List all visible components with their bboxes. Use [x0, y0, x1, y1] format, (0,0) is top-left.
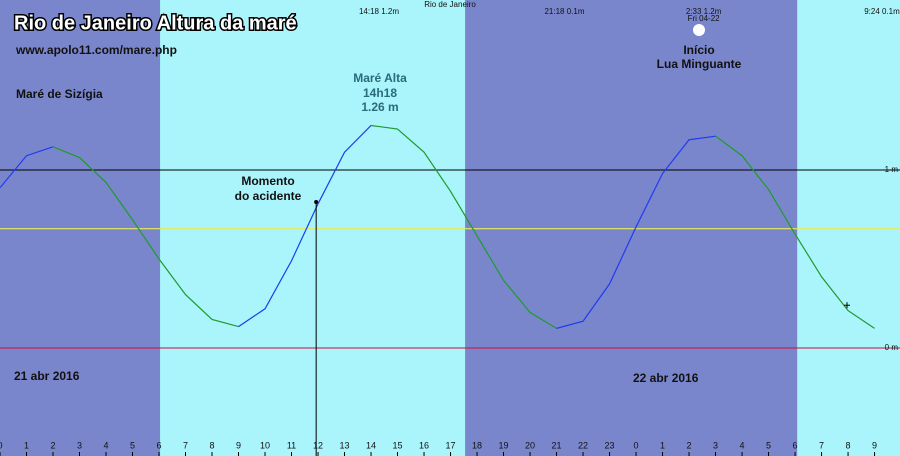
accident-label: Momento [241, 174, 294, 188]
x-tick-label: 20 [525, 440, 535, 450]
x-tick-label: 23 [605, 440, 615, 450]
x-tick-label: 15 [393, 440, 403, 450]
extreme-label: 14:18 1.2m [359, 7, 399, 16]
x-tick-label: 4 [740, 440, 745, 450]
x-tick-label: 8 [210, 440, 215, 450]
x-tick-label: 7 [819, 440, 824, 450]
annotation: 1.26 m [361, 100, 398, 114]
x-tick-label: 17 [446, 440, 456, 450]
tide-line [715, 135, 875, 329]
night-band [465, 0, 798, 456]
marks [0, 124, 875, 456]
x-tick-label: 18 [472, 440, 482, 450]
x-tick-label: 9 [236, 440, 241, 450]
accident-label: do acidente [235, 189, 302, 203]
annotation: 21 abr 2016 [14, 369, 80, 383]
tide-line [0, 146, 54, 189]
x-tick-label: 19 [499, 440, 509, 450]
x-tick-label: 6 [157, 440, 162, 450]
moon-icon [693, 24, 705, 36]
x-tick-label: 13 [340, 440, 350, 450]
tide-line [238, 125, 372, 328]
annotation: Maré Alta [353, 71, 407, 85]
x-tick-label: 12 [313, 440, 323, 450]
extreme-label: 2:33 1.2m [686, 7, 722, 16]
x-tick-label: 11 [287, 440, 296, 450]
accident-point [314, 200, 319, 205]
x-tick-label: 5 [130, 440, 135, 450]
extreme-label: 9:24 0.1m [864, 7, 900, 16]
x-tick-label: 22 [578, 440, 588, 450]
extreme-label: 21:18 0.1m [544, 7, 584, 16]
x-tick-label: 4 [103, 440, 108, 450]
moon-date: Fri 04-22 [688, 14, 721, 23]
x-tick-label: 8 [846, 440, 851, 450]
annotation: Lua Minguante [657, 57, 742, 71]
x-tick-label: 9 [872, 440, 877, 450]
location: Rio de Janeiro [424, 0, 476, 9]
x-tick-label: 2 [50, 440, 55, 450]
x-tick-label: 0 [634, 440, 639, 450]
lines [0, 169, 900, 456]
annotation: 22 abr 2016 [633, 371, 699, 385]
tide-line [556, 135, 716, 329]
y-tick-label: 0 m [885, 343, 899, 352]
x-tick-label: 2 [687, 440, 692, 450]
subtitle: www.apolo11.com/mare.php [15, 43, 177, 57]
annotation: Maré de Sizígia [16, 87, 103, 101]
y-tick-label: 1 m [885, 165, 899, 174]
x-tick-label: 3 [77, 440, 82, 450]
x-tick-label: 21 [552, 440, 562, 450]
tide-line [370, 124, 557, 329]
x-tick-label: 10 [260, 440, 270, 450]
x-tick-label: 6 [793, 440, 798, 450]
x-tick-label: 16 [419, 440, 429, 450]
x-tick-label: 0 [0, 440, 3, 450]
x-tick-label: 14 [366, 440, 376, 450]
night-band [0, 0, 161, 456]
chart-title: Rio de Janeiro Altura da maré [14, 12, 297, 34]
x-tick-label: 5 [766, 440, 771, 450]
annotation: 14h18 [363, 86, 397, 100]
x-tick-label: 1 [660, 440, 665, 450]
annotation: Início [683, 43, 714, 57]
x-tick-label: 7 [183, 440, 188, 450]
x-tick-label: 1 [24, 440, 29, 450]
tide-line [52, 146, 239, 328]
cursor-marker [843, 302, 850, 309]
x-tick-label: 3 [713, 440, 718, 450]
